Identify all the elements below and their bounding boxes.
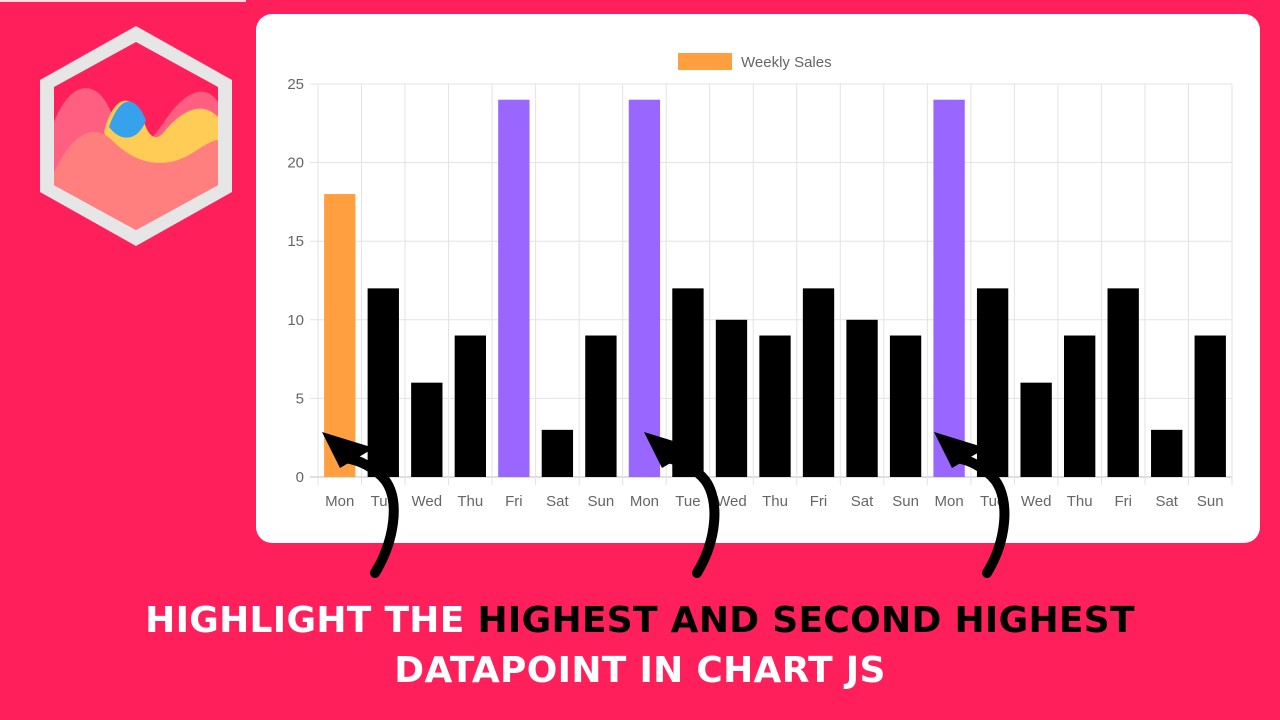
x-tick-label: Thu [457,493,483,510]
x-tick-label: Sun [1197,493,1224,510]
bar-fri[interactable] [802,288,835,477]
x-tick-label: Tue [675,493,700,510]
x-tick-label: Fri [505,493,523,510]
bar-fri[interactable] [1107,288,1139,477]
bar-thu[interactable] [1063,335,1096,477]
y-tick-label: 10 [287,312,304,329]
bar-thu[interactable] [759,335,791,477]
x-tick-label: Wed [716,493,747,510]
x-tick-label: Mon [935,493,964,510]
x-tick-label: Fri [1114,493,1132,510]
bar-mon[interactable] [933,99,965,477]
x-tick-label: Fri [810,493,828,510]
headline-part-1: HIGHLIGHT THE [145,600,478,641]
bar-tue[interactable] [672,288,704,477]
bar-thu[interactable] [454,335,487,477]
x-tick-label: Wed [1021,493,1052,510]
chart-card: Weekly Sales 0 5 10 15 20 25 Mon Tue Wed Thu Fri S… [256,14,1260,543]
x-tick-label: Mon [630,493,659,510]
bar-fri[interactable] [498,99,530,477]
x-tick-label: Thu [762,493,788,510]
bar-tue[interactable] [367,288,399,477]
bar-tue[interactable] [976,288,1009,477]
x-tick-label: Sun [588,493,615,510]
bar-sat[interactable] [541,429,574,477]
x-tick-label: Tue [371,493,396,510]
headline-line-2: DATAPOINT IN CHART JS [394,650,886,691]
chartjs-logo-icon [40,26,232,246]
bar-sat[interactable] [1151,429,1183,477]
chart-bars [324,99,1226,478]
bar-mon[interactable] [628,99,661,477]
x-tick-label: Sat [546,493,569,510]
y-tick-label: 15 [287,233,304,250]
bar-sun[interactable] [585,335,617,477]
top-edge-strip [0,0,246,2]
x-tick-label: Wed [412,493,443,510]
bar-sun[interactable] [1194,335,1226,477]
x-tick-label: Sun [892,493,919,510]
bar-sat[interactable] [846,319,878,477]
chart-legend: Weekly Sales [678,53,832,71]
x-tick-label: Sat [851,493,874,510]
y-tick-label: 0 [296,469,304,486]
x-tick-label: Mon [325,493,354,510]
legend-label: Weekly Sales [741,54,832,71]
legend-swatch[interactable] [678,53,732,70]
headline: HIGHLIGHT THE HIGHEST AND SECOND HIGHEST… [0,596,1280,696]
bar-wed[interactable] [715,319,748,477]
x-tick-label: Sat [1155,493,1178,510]
bar-sun[interactable] [889,335,922,477]
headline-part-2: HIGHEST AND SECOND HIGHEST [477,600,1135,641]
bar-chart: Weekly Sales 0 5 10 15 20 25 Mon Tue Wed Thu Fri S… [287,53,1233,510]
x-tick-label: Tue [980,493,1005,510]
bar-wed[interactable] [1020,382,1052,477]
headline-line-1: HIGHLIGHT THE HIGHEST AND SECOND HIGHEST [0,596,1280,646]
x-tick-label: Thu [1067,493,1093,510]
bar-wed[interactable] [411,382,443,477]
y-tick-label: 25 [287,76,304,93]
x-axis-ticks: Mon Tue Wed Thu Fri Sat Sun Mon Tue Wed Thu Fri Sat S… [325,493,1223,510]
y-tick-label: 5 [296,390,304,407]
y-tick-label: 20 [287,155,304,172]
bar-mon[interactable] [324,194,356,478]
y-axis-ticks: 0 5 10 15 20 25 [287,76,304,486]
